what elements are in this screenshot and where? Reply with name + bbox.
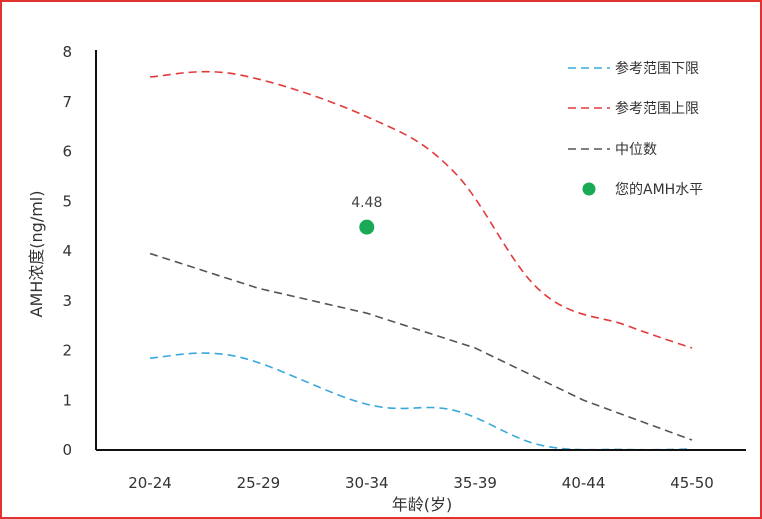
x-tick-label: 45-50	[670, 474, 714, 492]
amh-level-point	[359, 219, 375, 235]
series-line	[149, 252, 693, 441]
y-tick-label: 0	[62, 441, 72, 459]
legend-label: 您的AMH水平	[615, 181, 703, 198]
y-tick-label: 7	[62, 93, 72, 111]
y-axis-title: AMH浓度(ng/ml)	[27, 191, 46, 318]
x-tick-label: 35-39	[453, 474, 497, 492]
amh-level-label: 4.48	[351, 195, 382, 211]
y-tick-label: 8	[62, 43, 72, 61]
marker-layer: 4.48	[351, 195, 382, 235]
y-tick-label: 1	[62, 391, 72, 409]
series-line	[149, 352, 693, 451]
axes-layer: 0 1 2 3 4 5 6 7 8 20-24 25-29 30-34 35-39 40-44 45-50	[62, 43, 746, 492]
x-tick-label: 40-44	[562, 474, 606, 492]
x-tick-label: 25-29	[237, 474, 281, 492]
series-line	[149, 70, 693, 349]
legend-label: 中位数	[615, 142, 657, 158]
y-tick-label: 2	[62, 342, 72, 360]
x-tick-label: 30-34	[345, 474, 389, 492]
y-tick-label: 4	[62, 242, 72, 260]
y-tick-label: 3	[62, 292, 72, 310]
legend-marker-swatch	[582, 182, 596, 196]
x-tick-label: 20-24	[128, 474, 172, 492]
legend-label: 参考范围下限	[615, 60, 699, 77]
y-tick-label: 5	[62, 192, 72, 210]
legend-label: 参考范围上限	[615, 100, 699, 117]
y-tick-label: 6	[62, 143, 72, 161]
x-axis-title: 年龄(岁)	[392, 495, 453, 514]
series-layer	[149, 70, 693, 451]
